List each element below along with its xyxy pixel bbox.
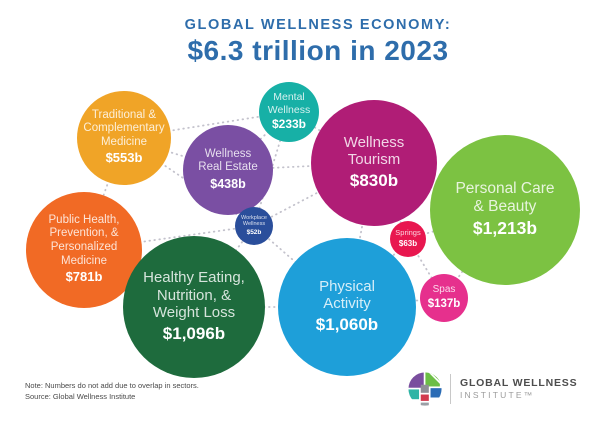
logo-name: GLOBAL WELLNESS <box>460 377 578 390</box>
bubble-label: Public Health, Prevention, & Personalized M… <box>48 213 120 267</box>
bubble-label: Springs <box>395 227 421 237</box>
bubble-label: Spas <box>432 284 456 296</box>
bubble-label: Healthy Eating, Nutrition, & Weight Loss <box>143 268 245 322</box>
chart-title-line2: $6.3 trillion in 2023 <box>187 35 449 66</box>
bubble-realestate: Wellness Real Estate $438b <box>183 125 273 215</box>
bubble-workplace: Workplace Wellness $52b <box>235 207 273 245</box>
bubble-value: $233b <box>271 117 307 132</box>
gwi-logo-icon <box>408 372 442 406</box>
bubble-label: Personal Care & Beauty <box>455 179 555 216</box>
bubble-spas: Spas $137b <box>420 274 468 322</box>
connection-workplace-physical <box>253 225 348 308</box>
bubble-label: Mental Wellness <box>267 91 311 116</box>
bubble-value: $553b <box>105 150 143 166</box>
footnote-line2: Source: Global Wellness Institute <box>25 391 136 401</box>
bubble-label: Physical Activity <box>319 277 375 313</box>
bubble-springs: Springs $63b <box>390 221 426 257</box>
bubble-value: $137b <box>427 297 461 310</box>
bubble-value: $1,096b <box>162 323 226 343</box>
chart-title: GLOBAL WELLNESS ECONOMY: $6.3 trillion i… <box>36 17 600 67</box>
bubble-label: Wellness Tourism <box>343 133 405 169</box>
footnote: Note: Numbers do not add due to overlap … <box>25 381 199 402</box>
footnote-line1: Note: Numbers do not add due to overlap … <box>25 381 199 390</box>
bubble-mental: Mental Wellness $233b <box>259 82 319 142</box>
bubble-value: $830b <box>349 171 399 191</box>
logo-subname: INSTITUTE™ <box>460 389 535 400</box>
bubble-value: $52b <box>246 228 262 236</box>
bubble-publichealth: Public Health, Prevention, & Personalized M… <box>26 192 142 308</box>
bubble-label: Workplace Wellness <box>241 214 267 228</box>
gwi-logo: GLOBAL WELLNESS INSTITUTE™ <box>408 372 577 406</box>
bubble-healthyeating: Healthy Eating, Nutrition, & Weight Loss $1… <box>123 236 265 378</box>
connection-springs-spas <box>407 238 445 299</box>
bubble-traditional: Traditional & Complementary Medicine $553b <box>77 91 171 185</box>
bubble-value: $438b <box>210 176 246 191</box>
bubble-personal: Personal Care & Beauty $1,213b <box>430 135 580 285</box>
bubble-value: $1,213b <box>472 218 538 239</box>
bubble-label: Wellness Real Estate <box>198 147 258 174</box>
bubble-value: $1,060b <box>315 315 379 335</box>
connection-workplace-publichealth <box>83 225 255 251</box>
bubble-value: $63b <box>398 238 418 248</box>
logo-text: GLOBAL WELLNESS INSTITUTE™ <box>460 377 577 401</box>
chart-title-line1: GLOBAL WELLNESS ECONOMY: <box>184 17 452 33</box>
logo-divider <box>450 374 451 404</box>
bubble-physical: Physical Activity $1,060b <box>278 238 416 376</box>
bubble-value: $781b <box>65 269 103 285</box>
bubble-tourism: Wellness Tourism $830b <box>311 100 437 226</box>
bubble-label: Traditional & Complementary Medicine <box>83 108 165 148</box>
